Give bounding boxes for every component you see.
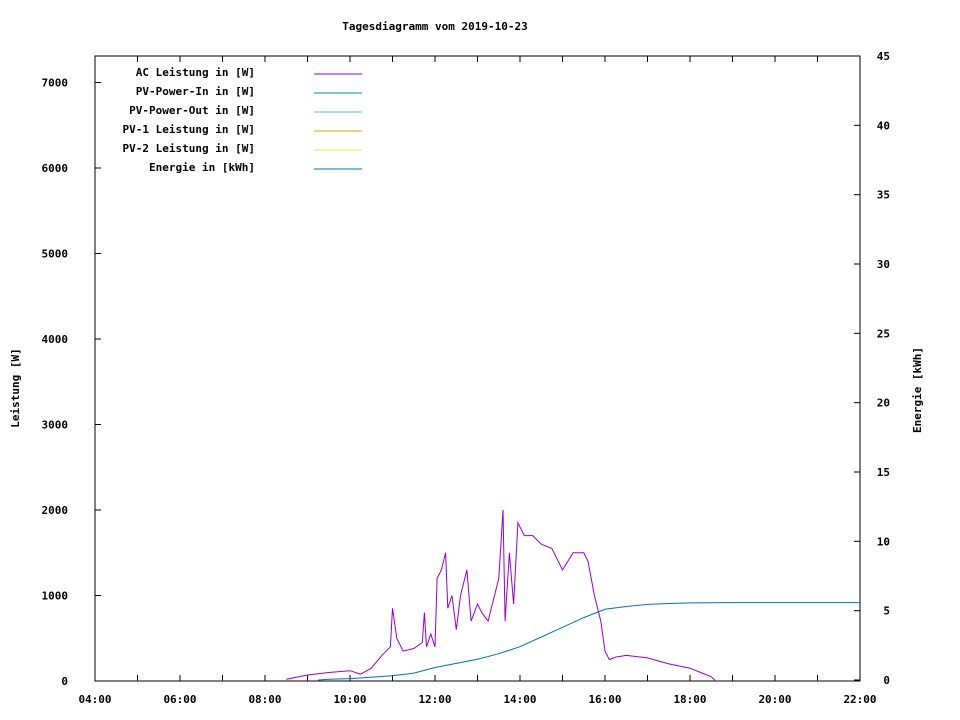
legend-label: PV-1 Leistung in [W]: [123, 123, 255, 136]
series-line-5: [318, 602, 860, 681]
y2-axis-label: Energie [kWh]: [911, 347, 924, 433]
x-tick-label: 22:00: [843, 693, 876, 706]
x-tick-label: 08:00: [248, 693, 281, 706]
x-tick-label: 14:00: [503, 693, 536, 706]
x-tick-label: 06:00: [163, 693, 196, 706]
series-line-0: [286, 509, 716, 682]
y-tick-label: 5000: [42, 248, 69, 261]
y-tick-label: 6000: [42, 162, 69, 175]
legend-label: AC Leistung in [W]: [136, 66, 255, 79]
y-tick-label: 7000: [42, 77, 69, 90]
y-tick-label: 0: [61, 675, 68, 688]
chart-title: Tagesdiagramm vom 2019-10-23: [342, 20, 527, 33]
y-tick-label: 4000: [42, 333, 69, 346]
y2-tick-label: 0: [883, 674, 890, 687]
x-tick-label: 04:00: [78, 693, 111, 706]
y2-tick-label: 45: [877, 50, 890, 63]
x-tick-label: 12:00: [418, 693, 451, 706]
y2-tick-label: 25: [877, 327, 890, 340]
legend-label: Energie in [kWh]: [149, 161, 255, 174]
x-tick-label: 20:00: [758, 693, 791, 706]
legend-label: PV-2 Leistung in [W]: [123, 142, 255, 155]
y2-tick-label: 10: [877, 535, 890, 548]
legend-label: PV-Power-In in [W]: [136, 85, 255, 98]
y2-tick-label: 5: [883, 605, 890, 618]
y-tick-label: 1000: [42, 590, 69, 603]
x-tick-label: 18:00: [673, 693, 706, 706]
y2-tick-label: 40: [877, 119, 890, 132]
y2-tick-label: 20: [877, 397, 890, 410]
x-tick-label: 16:00: [588, 693, 621, 706]
y-axis-label: Leistung [W]: [9, 348, 22, 427]
legend-label: PV-Power-Out in [W]: [129, 104, 255, 117]
y-tick-label: 2000: [42, 504, 69, 517]
y2-tick-label: 30: [877, 258, 890, 271]
y-tick-label: 3000: [42, 419, 69, 432]
y2-tick-label: 15: [877, 466, 890, 479]
x-tick-label: 10:00: [333, 693, 366, 706]
y2-tick-label: 35: [877, 189, 890, 202]
